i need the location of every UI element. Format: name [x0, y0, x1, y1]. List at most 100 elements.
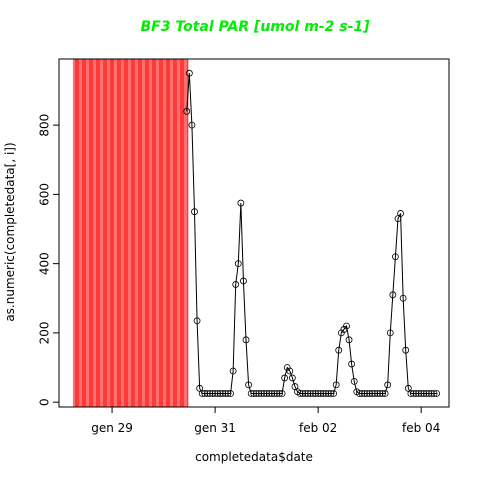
series-line	[186, 73, 437, 394]
data-point	[234, 260, 242, 268]
y-axis-label: as.numeric(completedata[, i])	[3, 142, 17, 321]
data-point	[410, 390, 417, 397]
data-point	[430, 390, 438, 397]
data-point	[283, 364, 291, 371]
data-point	[412, 390, 420, 397]
data-point	[327, 390, 335, 397]
data-point	[229, 367, 237, 375]
y-tick-label: 600	[38, 183, 52, 206]
data-point	[237, 199, 245, 207]
data-point	[209, 390, 216, 397]
data-point	[255, 390, 263, 397]
x-axis-label: completedata$date	[195, 450, 313, 464]
data-point	[348, 360, 356, 368]
data-point	[381, 390, 389, 397]
data-point	[227, 390, 234, 397]
data-point	[358, 390, 366, 397]
data-point	[317, 390, 325, 397]
x-tick-label: feb 04	[402, 421, 440, 435]
data-point	[296, 390, 304, 397]
data-point	[392, 253, 399, 261]
x-tick-label: gen 31	[194, 421, 236, 435]
data-point	[350, 377, 358, 385]
data-point	[188, 121, 196, 129]
y-tick-label: 400	[38, 252, 52, 275]
data-point	[415, 390, 423, 397]
data-point	[265, 390, 273, 397]
data-point	[307, 390, 314, 397]
y-tick-label: 800	[38, 114, 52, 137]
data-point	[299, 390, 307, 397]
data-point	[183, 107, 191, 115]
data-point	[384, 381, 392, 389]
data-point	[201, 390, 209, 397]
data-point	[366, 390, 374, 397]
data-point	[224, 390, 232, 397]
data-point	[260, 390, 268, 397]
data-point	[325, 390, 332, 397]
y-tick-label: 200	[38, 321, 52, 344]
data-point	[371, 390, 379, 397]
chart-title: BF3 Total PAR [umol m-2 s-1]	[140, 19, 370, 35]
plot-frame	[58, 58, 450, 408]
data-point	[330, 390, 337, 397]
data-point	[301, 390, 309, 397]
y-tick-label: 0	[38, 398, 52, 406]
data-point	[345, 336, 353, 344]
data-point	[250, 390, 258, 397]
data-point	[420, 390, 428, 397]
data-point	[286, 367, 294, 375]
data-point	[191, 208, 198, 216]
data-point	[288, 374, 296, 382]
data-point	[402, 346, 410, 354]
data-point	[278, 390, 286, 397]
data-point	[386, 329, 394, 337]
data-point	[363, 390, 371, 397]
data-point	[273, 390, 281, 397]
data-point	[270, 390, 278, 397]
data-point	[389, 291, 397, 299]
data-point	[222, 390, 229, 397]
data-point	[373, 390, 381, 397]
data-point	[428, 390, 435, 397]
data-point	[206, 390, 214, 397]
data-point	[263, 390, 271, 397]
data-point	[214, 390, 222, 397]
data-point	[343, 322, 350, 330]
data-point	[335, 346, 343, 354]
data-point	[340, 326, 348, 333]
data-point	[193, 317, 201, 325]
data-point	[242, 336, 250, 344]
data-point	[319, 390, 327, 397]
data-point	[332, 381, 340, 389]
data-point	[219, 390, 227, 397]
data-point	[322, 390, 330, 397]
data-point	[198, 390, 206, 397]
data-point	[422, 390, 430, 397]
data-point	[216, 390, 224, 397]
data-point	[185, 69, 193, 77]
data-point	[433, 390, 441, 397]
data-point	[355, 390, 363, 397]
data-point	[376, 390, 384, 397]
data-point	[312, 390, 319, 397]
data-point	[203, 390, 211, 397]
data-point	[399, 294, 407, 302]
data-point	[240, 277, 247, 285]
data-point	[407, 390, 415, 397]
data-point	[211, 390, 219, 397]
x-tick-label: feb 02	[299, 421, 337, 435]
data-point	[368, 390, 376, 397]
data-point	[268, 390, 276, 397]
data-point	[417, 390, 425, 397]
data-point	[232, 281, 240, 288]
data-point	[314, 390, 322, 397]
data-point	[252, 390, 260, 397]
data-point	[276, 390, 283, 397]
data-point	[281, 374, 289, 382]
data-point	[309, 390, 317, 397]
data-point	[304, 390, 312, 397]
data-point	[425, 390, 433, 397]
data-point	[258, 390, 265, 397]
